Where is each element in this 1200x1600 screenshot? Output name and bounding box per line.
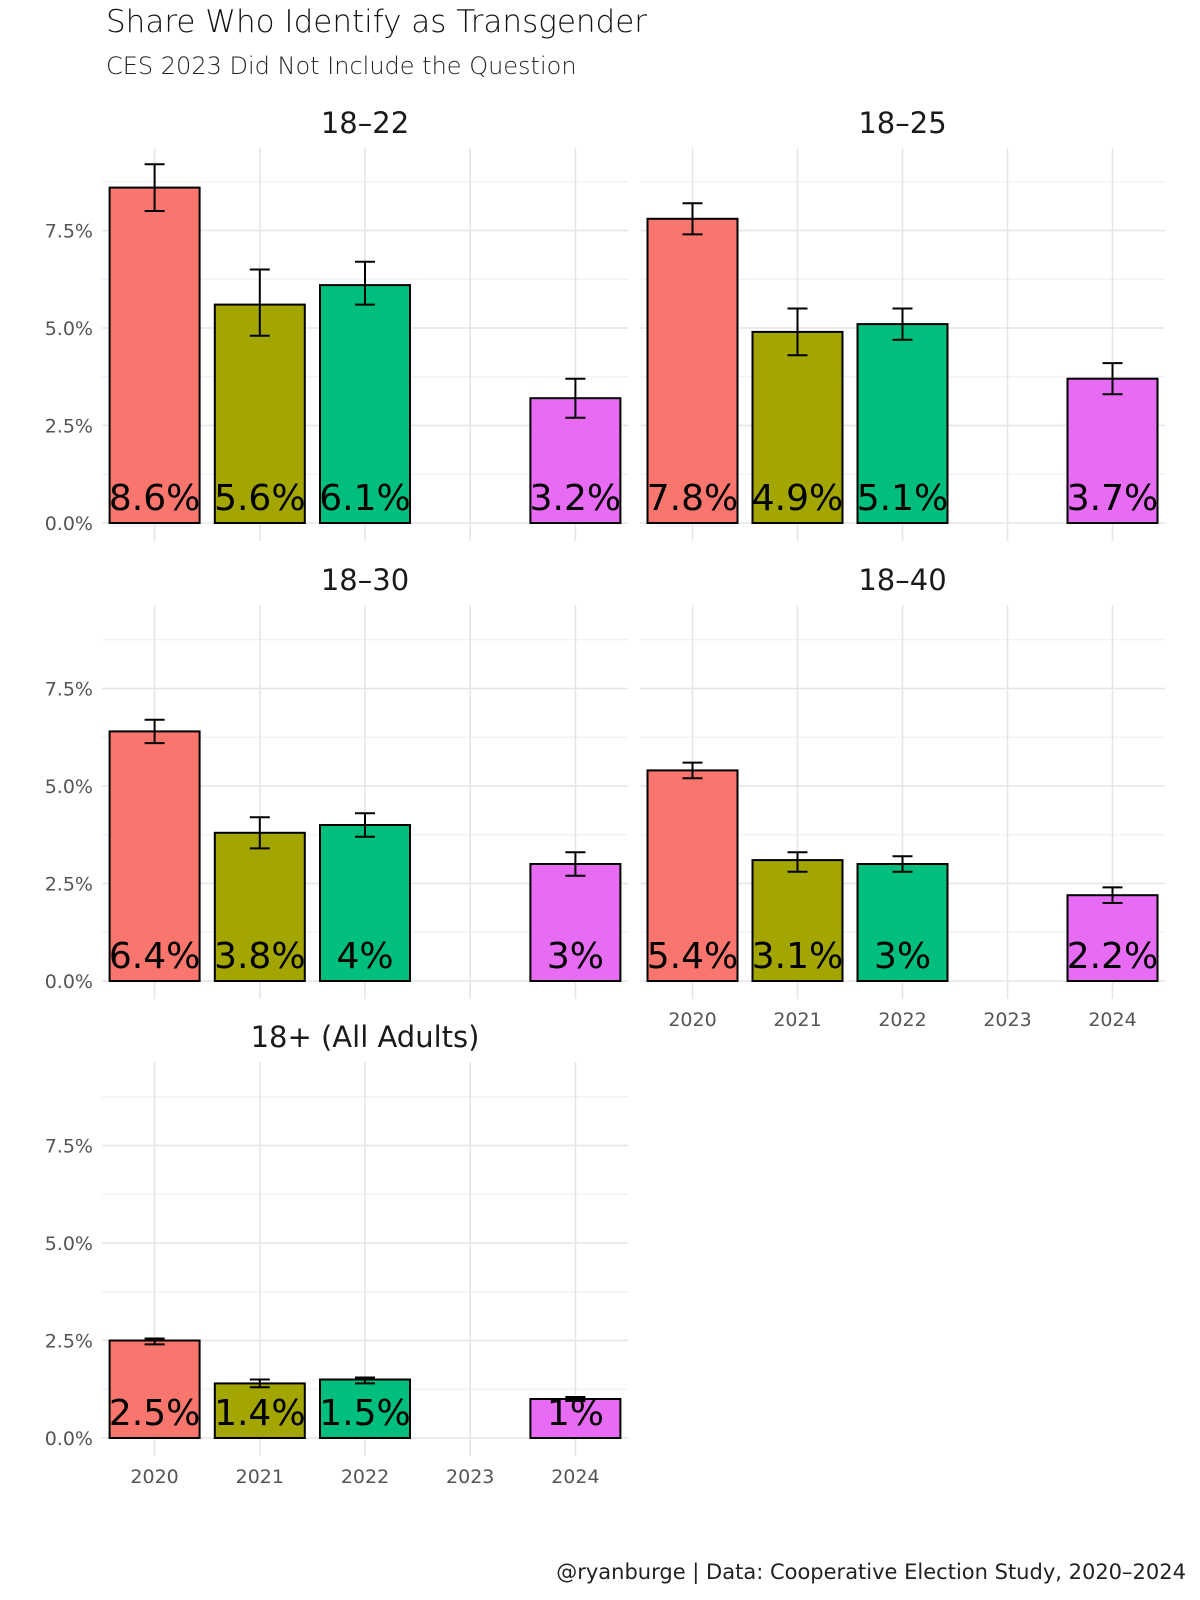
bar-value-label: 1.5% — [319, 1393, 410, 1434]
bar-2024 — [1066, 377, 1159, 525]
bar-value-label: 5.6% — [214, 478, 305, 519]
x-tick-label: 2023 — [983, 1009, 1031, 1031]
facet-panel: 0.0% 2.5% 5.0% 7.5% 18–22 8.6% 5.6% 6.1% 3.2% — [45, 106, 628, 541]
bar-2021 — [751, 859, 844, 982]
x-tick-label: 2024 — [551, 1466, 599, 1488]
chart-caption: @ryanburge | Data: Cooperative Election … — [556, 1560, 1186, 1584]
bar-2020 — [646, 769, 739, 983]
x-tick-label: 2022 — [878, 1009, 926, 1031]
y-tick-label: 0.0% — [45, 1428, 93, 1450]
facet-panel: 0.0% 2.5% 5.0% 7.5% 18–30 6.4% 3.8% 4% 3% — [45, 563, 628, 999]
error-bar — [892, 307, 913, 341]
bar-2020 — [108, 186, 201, 524]
x-tick-label: 2021 — [236, 1466, 284, 1488]
bar-2022 — [319, 824, 411, 982]
chart-title: Share Who Identify as Transgender — [106, 4, 648, 40]
bar-2022 — [856, 863, 949, 982]
bar-value-label: 1% — [547, 1393, 604, 1434]
y-tick-label: 7.5% — [45, 679, 93, 701]
error-bar — [787, 307, 808, 357]
y-tick-label: 2.5% — [45, 416, 93, 438]
bar-value-label: 5.1% — [857, 478, 948, 519]
facet-title: 18–30 — [321, 563, 409, 597]
bar-value-label: 5.4% — [647, 936, 738, 977]
bar-value-label: 6.4% — [109, 936, 200, 977]
error-bar — [787, 851, 808, 873]
error-bar — [565, 851, 586, 877]
error-bar — [682, 761, 703, 780]
bar-value-label: 3.1% — [752, 936, 843, 977]
facet-title: 18–22 — [321, 106, 409, 140]
error-bar — [249, 1378, 270, 1389]
bar-value-label: 6.1% — [319, 478, 410, 519]
facet-title: 18–40 — [858, 563, 946, 597]
bar-value-label: 3% — [547, 936, 604, 977]
facet-panel: 18–25 7.8% 4.9% 5.1% 3.7% — [640, 106, 1165, 541]
error-bar — [355, 260, 375, 306]
x-tick-label: 2022 — [341, 1466, 389, 1488]
y-tick-label: 2.5% — [45, 1331, 93, 1353]
bar-value-label: 7.8% — [647, 478, 738, 519]
bar-2024 — [1066, 894, 1159, 983]
bar-2024 — [529, 863, 622, 982]
error-bar — [144, 1337, 165, 1346]
bar-value-label: 3% — [874, 936, 931, 977]
chart-subtitle: CES 2023 Did Not Include the Question — [106, 52, 577, 80]
facet-title: 18+ (All Adults) — [251, 1020, 480, 1054]
x-tick-label: 2020 — [668, 1009, 716, 1031]
bar-value-label: 3.7% — [1067, 478, 1158, 519]
error-bar — [1102, 886, 1123, 904]
error-bar — [1102, 362, 1123, 396]
y-tick-label: 0.0% — [45, 513, 93, 535]
bar-value-label: 1.4% — [214, 1393, 305, 1434]
bar-value-label: 2.2% — [1067, 936, 1158, 977]
y-tick-label: 5.0% — [45, 776, 93, 798]
error-bar — [565, 1396, 586, 1402]
error-bar — [249, 268, 270, 337]
y-tick-label: 0.0% — [45, 971, 93, 993]
error-bar — [355, 812, 375, 838]
bar-2020 — [646, 217, 739, 525]
bar-2021 — [213, 831, 306, 982]
bar-value-label: 2.5% — [109, 1393, 200, 1434]
y-tick-label: 7.5% — [45, 221, 93, 243]
error-bar — [144, 163, 165, 212]
bar-2022 — [856, 323, 949, 524]
y-tick-label: 2.5% — [45, 874, 93, 896]
error-bar — [355, 1376, 375, 1385]
error-bar — [144, 718, 165, 745]
y-tick-label: 5.0% — [45, 1233, 93, 1255]
x-tick-label: 2021 — [773, 1009, 821, 1031]
error-bar — [892, 855, 913, 873]
bar-value-label: 4.9% — [752, 478, 843, 519]
bar-value-label: 3.2% — [530, 478, 621, 519]
facet-title: 18–25 — [858, 106, 946, 140]
bar-2024 — [529, 1398, 622, 1439]
facet-panel: 0.0% 2.5% 5.0% 7.5% 18+ (All Adults) 2.5% 1.4%… — [45, 1020, 628, 1488]
error-bar — [682, 202, 703, 236]
error-bar — [249, 816, 270, 850]
bar-2021 — [213, 303, 306, 524]
y-tick-label: 7.5% — [45, 1136, 93, 1158]
bar-value-label: 3.8% — [214, 936, 305, 977]
bar-2024 — [529, 397, 622, 525]
x-tick-label: 2023 — [446, 1466, 494, 1488]
x-tick-label: 2020 — [130, 1466, 178, 1488]
x-tick-label: 2024 — [1088, 1009, 1136, 1031]
bar-value-label: 4% — [336, 936, 393, 977]
facet-panel: 18–40 5.4% 3.1% 3% 2.2% 2020 2021 2022 2023 2024 — [640, 563, 1165, 1031]
bar-value-label: 8.6% — [109, 478, 200, 519]
error-bar — [565, 377, 586, 419]
bar-2022 — [319, 284, 411, 524]
bar-2020 — [108, 1339, 201, 1439]
y-tick-label: 5.0% — [45, 318, 93, 340]
